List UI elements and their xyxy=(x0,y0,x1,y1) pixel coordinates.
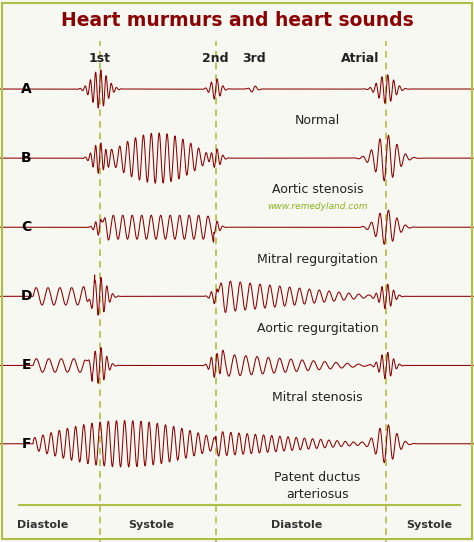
Text: Patent ductus
arteriosus: Patent ductus arteriosus xyxy=(274,472,361,501)
Text: A: A xyxy=(21,82,31,96)
Text: Heart murmurs and heart sounds: Heart murmurs and heart sounds xyxy=(61,11,413,30)
Text: Aortic regurgitation: Aortic regurgitation xyxy=(257,321,378,334)
Text: Mitral regurgitation: Mitral regurgitation xyxy=(257,253,378,266)
Text: Diastole: Diastole xyxy=(17,520,68,530)
Text: B: B xyxy=(21,151,31,165)
Text: C: C xyxy=(21,220,31,234)
Text: Normal: Normal xyxy=(295,114,340,127)
Text: F: F xyxy=(21,437,31,451)
Text: Atrial: Atrial xyxy=(341,52,379,65)
Text: www.remedyland.com: www.remedyland.com xyxy=(267,202,368,211)
Text: D: D xyxy=(20,289,32,304)
Text: Systole: Systole xyxy=(406,520,452,530)
Text: Aortic stenosis: Aortic stenosis xyxy=(272,184,364,196)
Text: 2nd: 2nd xyxy=(202,52,229,65)
Text: Diastole: Diastole xyxy=(271,520,322,530)
Text: Systole: Systole xyxy=(128,520,175,530)
Text: E: E xyxy=(21,358,31,372)
Text: 1st: 1st xyxy=(89,52,110,65)
Text: Mitral stenosis: Mitral stenosis xyxy=(272,391,363,404)
Text: 3rd: 3rd xyxy=(242,52,265,65)
